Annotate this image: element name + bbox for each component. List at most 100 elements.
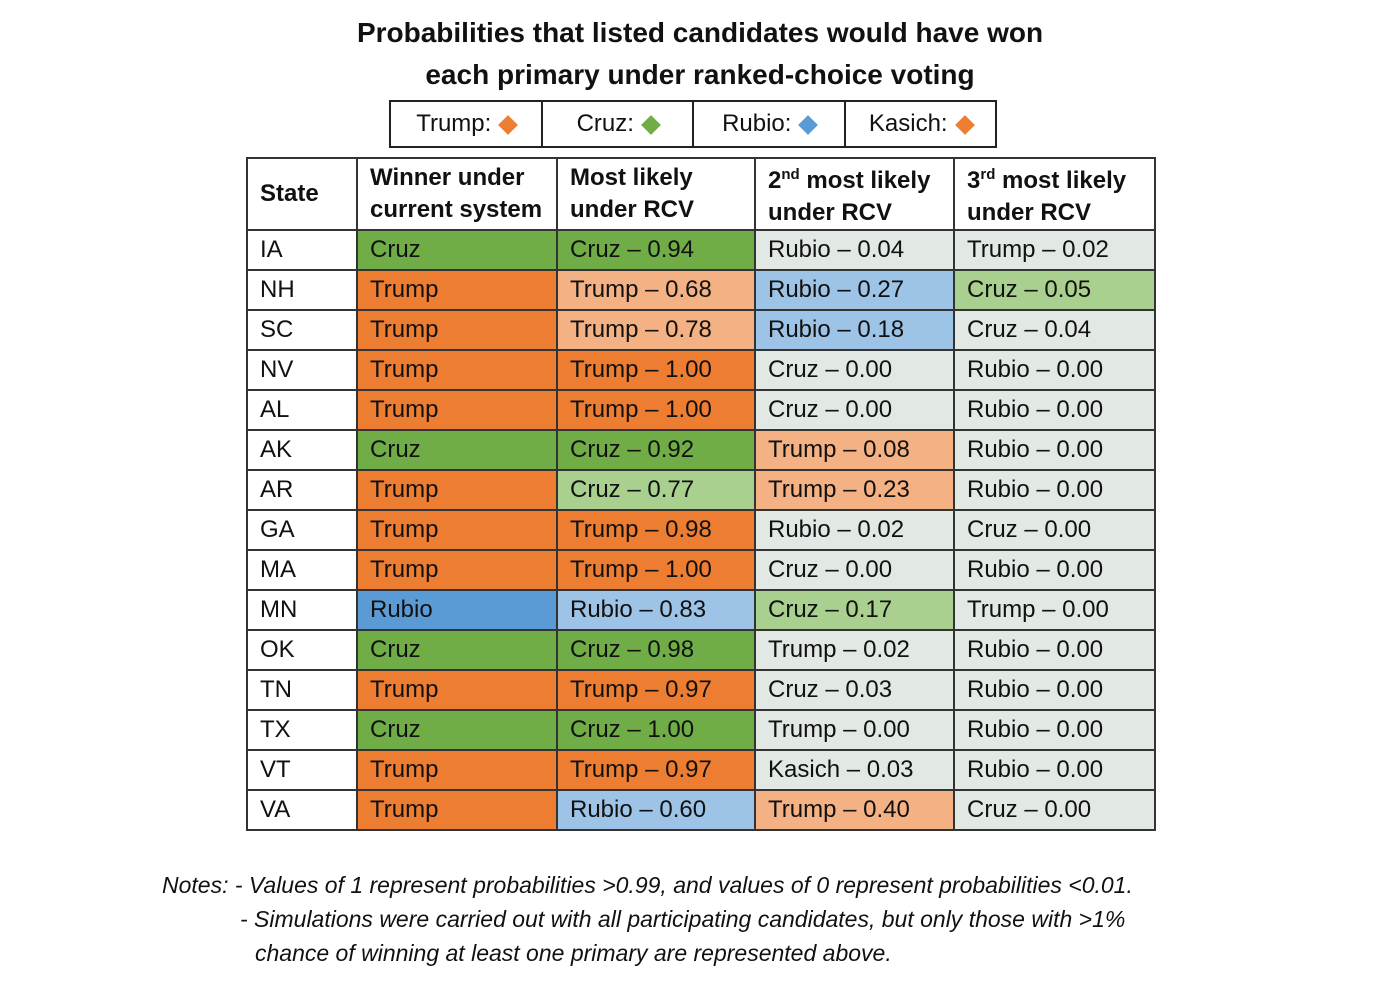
rcv-second-cell: Rubio – 0.18 [754, 309, 955, 351]
winner-cell: Rubio [356, 589, 558, 631]
rcv-second-cell: Trump – 0.08 [754, 429, 955, 471]
rcv-third-cell: Rubio – 0.00 [953, 749, 1156, 791]
note-line-1: Notes: - Values of 1 represent probabili… [162, 872, 1133, 898]
legend-item-trump: Trump: [391, 102, 543, 146]
rcv-third-cell: Cruz – 0.04 [953, 309, 1156, 351]
rcv-first-cell: Cruz – 0.77 [556, 469, 756, 511]
state-cell: NV [246, 349, 358, 391]
rcv-third-cell: Rubio – 0.00 [953, 629, 1156, 671]
table-row: GA Trump Trump – 0.98 Rubio – 0.02 Cruz – 0.… [246, 509, 1156, 551]
winner-cell: Trump [356, 749, 558, 791]
title-line-1: Probabilities that listed candidates wou… [356, 17, 1044, 48]
legend-item-rubio: Rubio: [694, 102, 846, 146]
header-winner-current: Winner under current system [356, 157, 558, 231]
winner-cell: Trump [356, 269, 558, 311]
rcv-third-cell: Cruz – 0.00 [953, 789, 1156, 831]
rcv-third-cell: Cruz – 0.05 [953, 269, 1156, 311]
diamond-icon [641, 115, 661, 135]
table-row: OK Cruz Cruz – 0.98 Trump – 0.02 Rubio – 0.0… [246, 629, 1156, 671]
rcv-first-cell: Trump – 0.97 [556, 669, 756, 711]
results-table: State Winner under current system Most lik… [246, 157, 1156, 831]
winner-cell: Trump [356, 469, 558, 511]
rcv-second-cell: Trump – 0.00 [754, 709, 955, 751]
rcv-first-cell: Cruz – 0.94 [556, 229, 756, 271]
rcv-first-cell: Rubio – 0.83 [556, 589, 756, 631]
state-cell: AK [246, 429, 358, 471]
title-line-2: each primary under ranked-choice voting [425, 59, 975, 90]
state-cell: GA [246, 509, 358, 551]
rcv-first-cell: Trump – 0.98 [556, 509, 756, 551]
rcv-third-cell: Rubio – 0.00 [953, 469, 1156, 511]
rcv-third-cell: Trump – 0.00 [953, 589, 1156, 631]
winner-cell: Trump [356, 789, 558, 831]
rcv-second-cell: Cruz – 0.00 [754, 549, 955, 591]
notes: Notes: - Values of 1 represent probabili… [162, 868, 1272, 970]
state-cell: SC [246, 309, 358, 351]
rcv-first-cell: Cruz – 0.98 [556, 629, 756, 671]
table-row: MA Trump Trump – 1.00 Cruz – 0.00 Rubio – 0.… [246, 549, 1156, 591]
rcv-second-cell: Rubio – 0.27 [754, 269, 955, 311]
rcv-second-cell: Cruz – 0.00 [754, 349, 955, 391]
header-second-most-likely: 2nd most likely under RCV [754, 157, 955, 231]
header-row: State Winner under current system Most lik… [246, 157, 1156, 231]
rcv-second-cell: Trump – 0.23 [754, 469, 955, 511]
winner-cell: Cruz [356, 429, 558, 471]
legend-label: Cruz: [576, 110, 634, 137]
table-row: MN Rubio Rubio – 0.83 Cruz – 0.17 Trump – 0.… [246, 589, 1156, 631]
rcv-third-cell: Rubio – 0.00 [953, 549, 1156, 591]
rcv-third-cell: Rubio – 0.00 [953, 349, 1156, 391]
note-line-2: - Simulations were carried out with all … [240, 906, 1126, 932]
state-cell: IA [246, 229, 358, 271]
state-cell: NH [246, 269, 358, 311]
state-cell: MA [246, 549, 358, 591]
state-cell: OK [246, 629, 358, 671]
legend-label: Kasich: [868, 110, 948, 137]
legend-item-cruz: Cruz: [543, 102, 694, 146]
rcv-first-cell: Trump – 1.00 [556, 349, 756, 391]
table-row: VA Trump Rubio – 0.60 Trump – 0.40 Cruz – 0.… [246, 789, 1156, 831]
legend-label: Trump: [416, 110, 492, 137]
legend-item-kasich: Kasich: [846, 102, 996, 146]
state-cell: AR [246, 469, 358, 511]
winner-cell: Trump [356, 389, 558, 431]
chart-title: Probabilities that listed candidates wou… [0, 12, 1400, 96]
winner-cell: Trump [356, 669, 558, 711]
rcv-third-cell: Rubio – 0.00 [953, 429, 1156, 471]
state-cell: MN [246, 589, 358, 631]
rcv-second-cell: Cruz – 0.17 [754, 589, 955, 631]
table-row: AL Trump Trump – 1.00 Cruz – 0.00 Rubio – 0.… [246, 389, 1156, 431]
rcv-first-cell: Trump – 0.97 [556, 749, 756, 791]
rcv-third-cell: Trump – 0.02 [953, 229, 1156, 271]
rcv-second-cell: Cruz – 0.03 [754, 669, 955, 711]
table-row: TN Trump Trump – 0.97 Cruz – 0.03 Rubio – 0.… [246, 669, 1156, 711]
rcv-second-cell: Kasich – 0.03 [754, 749, 955, 791]
winner-cell: Trump [356, 509, 558, 551]
rcv-third-cell: Rubio – 0.00 [953, 709, 1156, 751]
winner-cell: Trump [356, 309, 558, 351]
rcv-second-cell: Cruz – 0.00 [754, 389, 955, 431]
table-row: SC Trump Trump – 0.78 Rubio – 0.18 Cruz – 0.… [246, 309, 1156, 351]
state-cell: TX [246, 709, 358, 751]
note-line-3: chance of winning at least one primary a… [255, 940, 892, 966]
state-cell: TN [246, 669, 358, 711]
header-most-likely: Most likely under RCV [556, 157, 756, 231]
state-cell: VT [246, 749, 358, 791]
header-third-most-likely: 3rd most likely under RCV [953, 157, 1156, 231]
rcv-first-cell: Cruz – 0.92 [556, 429, 756, 471]
diamond-icon [498, 115, 519, 135]
rcv-first-cell: Cruz – 1.00 [556, 709, 756, 751]
rcv-third-cell: Rubio – 0.00 [953, 389, 1156, 431]
table-row: NH Trump Trump – 0.68 Rubio – 0.27 Cruz – 0.… [246, 269, 1156, 311]
legend: Trump: Cruz: Rubio: Kasich: [389, 100, 997, 148]
rcv-first-cell: Trump – 0.68 [556, 269, 756, 311]
table-row: TX Cruz Cruz – 1.00 Trump – 0.00 Rubio – 0.0… [246, 709, 1156, 751]
table-row: IA Cruz Cruz – 0.94 Rubio – 0.04 Trump – 0.0… [246, 229, 1156, 271]
table-row: NV Trump Trump – 1.00 Cruz – 0.00 Rubio – 0.… [246, 349, 1156, 391]
diamond-icon [798, 115, 819, 135]
rcv-second-cell: Trump – 0.02 [754, 629, 955, 671]
rcv-second-cell: Rubio – 0.02 [754, 509, 955, 551]
table-row: AK Cruz Cruz – 0.92 Trump – 0.08 Rubio – 0.0… [246, 429, 1156, 471]
rcv-third-cell: Cruz – 0.00 [953, 509, 1156, 551]
winner-cell: Trump [356, 349, 558, 391]
diamond-icon [954, 115, 975, 135]
